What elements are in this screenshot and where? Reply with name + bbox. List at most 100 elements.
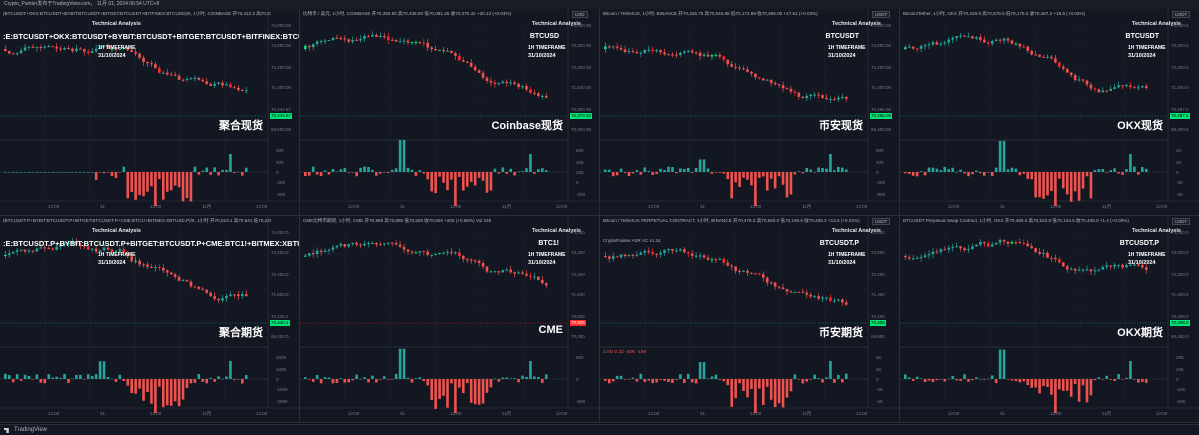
candle-body — [43, 247, 47, 249]
volume-delta-bar — [51, 172, 54, 173]
volume-delta-bar — [529, 361, 532, 379]
candle-body — [777, 84, 781, 86]
volume-delta-bar — [607, 379, 611, 384]
candle-body — [639, 52, 643, 54]
volume-delta-bar — [35, 374, 39, 379]
candle-body — [986, 42, 990, 44]
chart-panel-okx-spot[interactable]: Bitcoin/Tether, 1小时, OKX 开70,449.9 高70,5… — [900, 9, 1199, 216]
volume-delta-bar — [205, 379, 209, 384]
candle-body — [347, 39, 351, 42]
volume-delta-bar — [1018, 379, 1022, 383]
chart-panel-binance-perp[interactable]: Bitcoin / TetherUS PERPETUAL CONTRACT, 1… — [600, 216, 900, 423]
volume-delta-bar — [355, 374, 358, 379]
currency-button[interactable]: USDT — [1172, 11, 1191, 18]
volume-delta-bar — [1137, 172, 1140, 175]
candle-body — [55, 46, 58, 49]
candle-body — [659, 252, 662, 255]
time-axis-tick: 31 — [100, 411, 106, 416]
chart-legend: CME比特币期货, 1小时, CME 开70,885 高70,885 低70,5… — [303, 218, 492, 223]
volume-delta-bar — [438, 379, 441, 399]
volume-delta-bar — [639, 172, 643, 175]
chart-panel-binance-spot[interactable]: Bitcoin / TetherUS, 1小时, BINANCE 开70,445… — [600, 9, 900, 216]
volume-delta-bar — [706, 378, 710, 380]
candle-body — [181, 79, 185, 81]
currency-button[interactable]: USDT — [872, 218, 891, 225]
chart-panel-cme[interactable]: CME比特币期货, 1小时, CME 开70,885 高70,885 低70,5… — [300, 216, 600, 423]
chart-panel-coinbase-spot[interactable]: 比特币 / 美元, 1小时, COINBASE 开70,392.50 高70,4… — [300, 9, 600, 216]
volume-delta-bar — [173, 172, 177, 186]
candle-body — [537, 93, 540, 96]
candle-body — [781, 85, 785, 89]
candle-body — [1006, 38, 1010, 41]
market-name-label: 币安现货 — [819, 120, 863, 132]
volume-delta-bar — [1026, 172, 1030, 179]
candle-body — [481, 72, 485, 78]
candle-body — [904, 256, 907, 258]
volume-delta-bar — [1077, 172, 1081, 201]
volume-delta-bar — [1050, 379, 1053, 395]
volume-delta-bar — [959, 169, 962, 172]
volume-delta-bar — [817, 167, 820, 172]
candle-body — [485, 77, 489, 81]
volume-delta-bar — [23, 374, 27, 379]
volume-delta-bar — [319, 379, 323, 384]
candle-body — [1101, 90, 1105, 93]
price-axis-tick: 70,467.2 — [1171, 107, 1189, 112]
volume-delta-bar — [1085, 379, 1089, 403]
candle-body — [1121, 85, 1124, 87]
volume-delta-bar — [241, 379, 244, 384]
currency-button[interactable]: USDT — [1172, 218, 1191, 225]
currency-button[interactable]: USD — [572, 11, 588, 18]
volume-delta-bar — [967, 379, 970, 382]
candle-body — [919, 257, 923, 259]
candle-body — [726, 59, 730, 65]
candle-body — [797, 291, 801, 293]
volume-delta-bar — [315, 172, 319, 175]
volume-delta-bar — [1042, 379, 1045, 386]
volume-delta-bar — [189, 379, 193, 384]
candle-body — [1026, 243, 1030, 247]
volume-delta-bar — [481, 172, 485, 181]
volume-delta-bar — [351, 172, 354, 173]
chart-canvas — [0, 9, 299, 206]
volume-delta-bar — [773, 379, 777, 408]
price-axis-tick: 70,825 — [571, 314, 585, 319]
candle-body — [398, 41, 402, 43]
candle-body — [1022, 242, 1026, 244]
time-axis-tick: 12:00 — [150, 411, 162, 416]
volume-delta-bar — [544, 374, 548, 379]
time-axis-tick: 11月 — [202, 204, 212, 209]
volume-delta-bar — [533, 172, 536, 174]
candle-body — [607, 256, 611, 259]
candle-body — [529, 275, 532, 277]
volume-delta-bar — [189, 172, 193, 202]
volume-delta-bar — [1062, 172, 1065, 189]
chart-panel-agg-perp[interactable]: (BTCUSDT.P+BYBIT:BTCUSDT.P+BITGET:BTCUSD… — [0, 216, 300, 423]
volume-delta-bar — [367, 379, 370, 383]
chart-canvas — [0, 216, 299, 413]
volume-delta-bar — [4, 373, 7, 379]
candle-body — [379, 244, 382, 246]
volume-delta-bar — [406, 167, 410, 172]
chart-panel-okx-perp[interactable]: BTCUSDT Perpetual Swap Contract, 1小时, OK… — [900, 216, 1199, 423]
chart-panel-agg-spot[interactable]: (BTCUSDT+OKX:BTCUSDT+BYBIT:BTCUSDT+BITGE… — [0, 9, 300, 216]
candle-body — [833, 300, 836, 302]
volume-delta-bar — [398, 140, 402, 172]
candle-body — [402, 246, 406, 250]
time-axis-tick: 12:00 — [450, 204, 462, 209]
candle-body — [31, 46, 35, 48]
currency-button[interactable]: USDT — [872, 11, 891, 18]
time-axis-tick: 12:00 — [856, 411, 868, 416]
candle-body — [197, 286, 201, 289]
candle-body — [1054, 58, 1057, 63]
candle-body — [205, 289, 209, 293]
volume-delta-bar — [94, 172, 98, 180]
volume-delta-bar — [671, 379, 674, 383]
candle-body — [513, 272, 516, 274]
volume-delta-bar — [343, 168, 347, 172]
volume-delta-bar — [1046, 172, 1049, 196]
candle-body — [971, 36, 974, 39]
candle-body — [990, 41, 994, 44]
price-axis-tick: 70,408.0 — [1171, 314, 1189, 319]
candle-body — [702, 54, 706, 56]
